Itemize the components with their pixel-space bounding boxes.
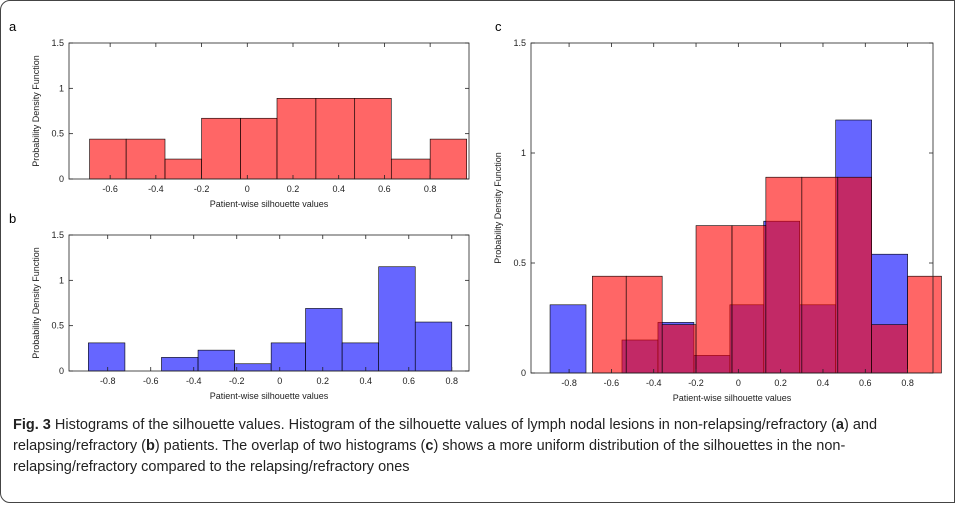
- x-tick-label: -0.4: [148, 184, 164, 194]
- x-tick-label: 0.2: [774, 378, 787, 388]
- y-axis-label: Probability Density Function: [31, 55, 41, 167]
- histogram-bar: [378, 266, 416, 372]
- histogram-bar: [89, 138, 127, 180]
- caption-bold: a: [835, 417, 844, 433]
- histogram-bar: [695, 225, 733, 374]
- x-tick-label: -0.2: [688, 378, 704, 388]
- histogram-bar: [549, 304, 587, 374]
- x-tick-label: 0: [245, 184, 250, 194]
- y-tick-label: 0.5: [513, 258, 526, 268]
- histogram-bar: [592, 275, 627, 374]
- histogram-bar: [414, 321, 453, 372]
- caption-text: ) and relapsing/refractory (: [13, 417, 878, 454]
- histogram-bar: [201, 117, 241, 180]
- y-tick-label: 1.5: [51, 230, 64, 240]
- histogram-bar: [197, 349, 235, 372]
- y-axis-label: Probability Density Function: [31, 247, 41, 359]
- caption-bold: b: [145, 438, 155, 454]
- y-tick-label: 1.5: [513, 38, 526, 48]
- caption-text: Histograms of the silhouette values. His…: [50, 417, 836, 433]
- x-tick-label: 0: [736, 378, 741, 388]
- x-tick-label: -0.4: [186, 376, 202, 386]
- y-axis-label: Probability Density Function: [493, 152, 503, 264]
- histogram-bar: [164, 158, 202, 180]
- histogram-bar: [88, 342, 126, 372]
- axes-frame: [68, 234, 470, 372]
- panel-label: b: [9, 211, 16, 226]
- figure: a -0.6 -0.4 -0.2 0 0.2 0.4 0.6 0.8 0 0.5 1 1.5 Patien…: [9, 19, 942, 403]
- x-tick-label: 0.6: [859, 378, 872, 388]
- x-tick-label: -0.4: [646, 378, 662, 388]
- caption-text: ) shows a more uniform distribution of t…: [13, 438, 846, 475]
- x-tick-label: -0.6: [102, 184, 118, 194]
- x-tick-label: -0.2: [194, 184, 210, 194]
- y-tick-label: 0: [521, 368, 526, 378]
- caption-bold: Fig. 3: [13, 417, 51, 433]
- x-tick-label: -0.6: [604, 378, 620, 388]
- axes-frame: [530, 42, 934, 374]
- caption-text: ) patients. The overlap of two histogram…: [154, 438, 426, 454]
- x-tick-label: 0.4: [332, 184, 345, 194]
- histogram-bar: [315, 98, 356, 180]
- histogram-bar: [125, 138, 166, 180]
- x-tick-label: -0.8: [100, 376, 116, 386]
- y-tick-label: 1: [521, 148, 526, 158]
- y-tick-label: 1.5: [51, 38, 64, 48]
- y-tick-label: 0: [59, 366, 64, 376]
- x-tick-label: 0.6: [378, 184, 391, 194]
- x-tick-label: 0.8: [901, 378, 914, 388]
- histogram-bar: [731, 225, 767, 374]
- histogram-bar: [341, 342, 379, 372]
- x-tick-label: -0.8: [561, 378, 577, 388]
- y-tick-label: 0: [59, 174, 64, 184]
- histogram-bar: [765, 176, 803, 374]
- histogram-bar: [390, 158, 431, 180]
- histogram-bar: [661, 324, 697, 374]
- caption-bold: c: [425, 438, 434, 454]
- x-tick-label: 0.6: [403, 376, 416, 386]
- histogram-bar: [625, 275, 663, 374]
- histogram-bar: [161, 357, 199, 372]
- x-tick-label: 0: [277, 376, 282, 386]
- x-tick-label: 0.2: [287, 184, 300, 194]
- x-tick-label: -0.6: [143, 376, 159, 386]
- histogram-bar: [234, 363, 272, 372]
- histogram-bar: [305, 308, 343, 372]
- caption: Fig. 3 Histograms of the silhouette valu…: [13, 415, 943, 478]
- x-tick-label: 0.2: [317, 376, 330, 386]
- histogram-bar: [270, 342, 306, 372]
- y-tick-label: 1: [59, 83, 64, 93]
- histogram-bar: [354, 98, 392, 180]
- histogram-bar: [871, 324, 908, 374]
- y-tick-label: 0.5: [51, 321, 64, 331]
- x-tick-label: -0.2: [229, 376, 245, 386]
- y-tick-label: 1: [59, 275, 64, 285]
- histogram-bar: [907, 275, 942, 374]
- histogram-bar: [801, 176, 839, 374]
- histogram-bar: [240, 117, 278, 180]
- axes-frame: [68, 42, 470, 180]
- y-tick-label: 0.5: [51, 129, 64, 139]
- x-tick-label: 0.8: [446, 376, 459, 386]
- histogram-bar: [429, 138, 468, 180]
- panel-label: c: [495, 19, 502, 34]
- panel-label: a: [9, 19, 17, 34]
- x-tick-label: 0.4: [817, 378, 830, 388]
- histogram-bar: [276, 98, 317, 180]
- x-axis-label: Patient-wise silhouette values: [673, 393, 792, 403]
- x-tick-label: 0.4: [360, 376, 373, 386]
- x-tick-label: 0.8: [424, 184, 437, 194]
- histogram-bar: [837, 176, 872, 374]
- x-axis-label: Patient-wise silhouette values: [210, 199, 329, 209]
- x-axis-label: Patient-wise silhouette values: [210, 391, 329, 401]
